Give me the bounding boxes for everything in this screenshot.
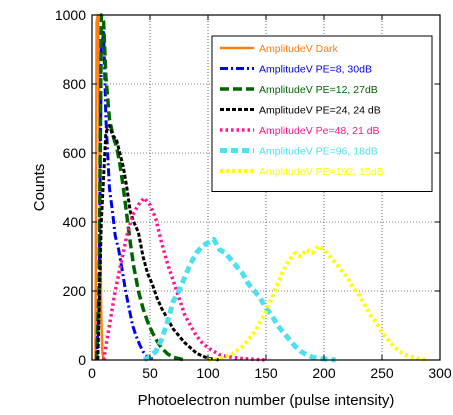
series-line-6 xyxy=(142,236,336,363)
y-tick-label: 200 xyxy=(63,283,87,299)
tick-labels: 0 50 100 150 200 250 300 0 200 400 600 800 1000 xyxy=(55,7,452,381)
legend: AmplitudeV Dark AmplitudeV PE=8, 30dB Ampl… xyxy=(211,35,433,192)
x-tick-label: 50 xyxy=(142,365,158,381)
legend-box xyxy=(211,35,433,192)
series-line-4 xyxy=(96,123,220,362)
y-tick-label: 600 xyxy=(63,145,87,161)
y-axis-title: Counts xyxy=(31,164,48,212)
series-line-5 xyxy=(101,196,267,362)
x-tick-label: 100 xyxy=(196,365,220,381)
x-tick-label: 300 xyxy=(428,365,452,381)
x-tick-label: 150 xyxy=(254,365,278,381)
ticks xyxy=(91,14,441,361)
legend-label-1: AmplitudeV Dark xyxy=(259,43,339,55)
y-tick-label: 1000 xyxy=(55,7,86,23)
x-tick-label: 0 xyxy=(88,365,96,381)
series-line-7 xyxy=(207,244,429,362)
series-layer xyxy=(94,13,429,363)
legend-label-6: AmplitudeV PE=96, 18dB xyxy=(259,146,378,158)
legend-label-7: AmplitudeV PE=192, 15dB xyxy=(259,166,384,178)
y-tick-label: 0 xyxy=(78,352,86,368)
legend-label-5: AmplitudeV Pe=48, 21 dB xyxy=(259,125,380,137)
y-tick-label: 400 xyxy=(63,214,87,230)
x-axis-title: Photoelectron number (pulse intensity) xyxy=(138,392,395,409)
legend-label-2: AmplitudeV PE=8, 30dB xyxy=(259,64,372,76)
series-line-2 xyxy=(95,30,157,362)
y-tick-label: 800 xyxy=(63,76,87,92)
legend-label-4: AmplitudeV PE=24, 24 dB xyxy=(259,105,381,117)
legend-label-3: AmplitudeV PE=12, 27dB xyxy=(259,84,378,96)
x-tick-label: 250 xyxy=(370,365,394,381)
x-tick-label: 200 xyxy=(312,365,336,381)
